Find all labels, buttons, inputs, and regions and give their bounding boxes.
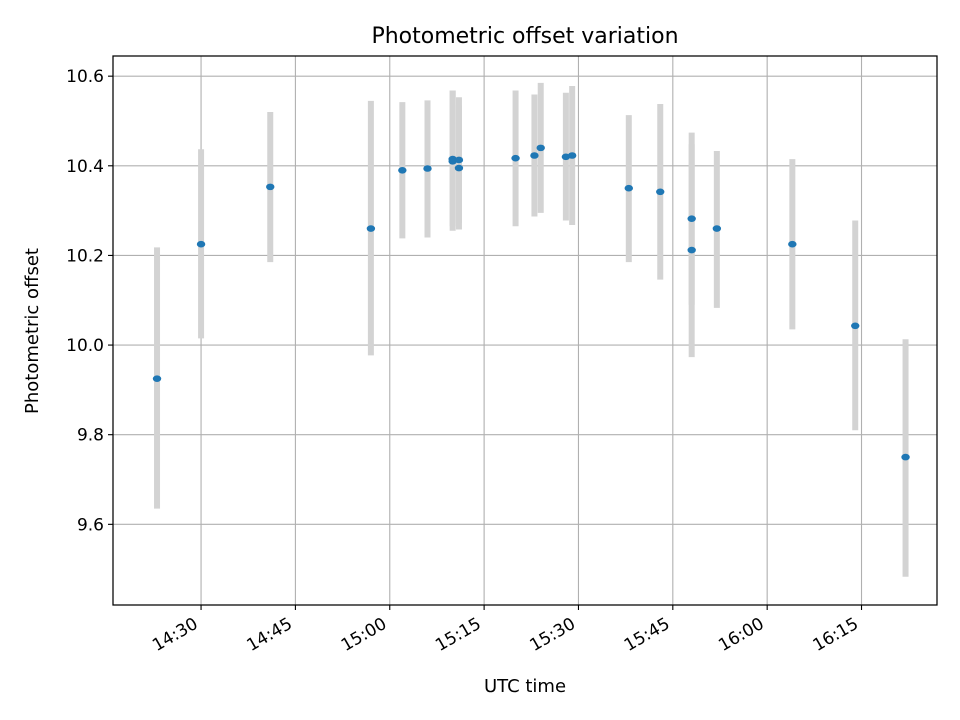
data-point: [624, 184, 633, 192]
data-point: [901, 453, 910, 461]
y-tick-label: 10.2: [66, 246, 104, 266]
x-axis-label: UTC time: [484, 676, 566, 697]
y-axis-label: Photometric offset: [22, 248, 43, 414]
data-point: [366, 225, 376, 232]
data-point: [561, 153, 571, 161]
data-point: [712, 225, 722, 232]
x-tick-label: 15:00: [338, 614, 390, 656]
x-tick-label: 15:45: [621, 614, 673, 656]
x-tick-label: 14:45: [243, 614, 295, 656]
x-tick-label: 15:30: [527, 614, 579, 656]
y-tick-label: 10.6: [66, 67, 104, 87]
chart-title: Photometric offset variation: [371, 24, 678, 49]
data-point: [448, 158, 457, 165]
data-point: [851, 322, 860, 330]
data-point: [454, 156, 464, 164]
data-points: [152, 144, 910, 461]
y-tick-label: 10.0: [66, 336, 104, 356]
y-tick-label: 10.4: [66, 157, 104, 177]
y-axis-ticks: 9.6 9.8 10.0 10.2 10.4 10.6: [66, 67, 113, 535]
data-point: [511, 154, 520, 162]
data-point: [656, 188, 665, 196]
y-tick-label: 9.6: [77, 515, 104, 535]
data-point: [530, 152, 539, 159]
data-point: [266, 183, 275, 191]
x-tick-label: 15:15: [432, 614, 484, 656]
data-point: [398, 166, 407, 174]
data-point: [687, 215, 696, 222]
x-axis-ticks: 14:30 14:45 15:00 15:15 15:30 15:45 16:00 16:15: [149, 605, 863, 656]
data-point: [567, 152, 577, 159]
data-point: [788, 240, 797, 248]
y-tick-label: 9.8: [77, 426, 104, 446]
data-point: [196, 240, 206, 248]
data-point: [687, 246, 696, 254]
data-point: [423, 165, 432, 172]
data-point: [536, 144, 545, 152]
plot-area: [112, 55, 938, 606]
grid-lines: [113, 56, 937, 605]
x-tick-label: 14:30: [149, 614, 201, 656]
x-tick-label: 16:00: [715, 614, 767, 656]
x-tick-label: 16:15: [810, 614, 862, 656]
data-point: [152, 375, 162, 382]
data-point: [454, 164, 464, 172]
